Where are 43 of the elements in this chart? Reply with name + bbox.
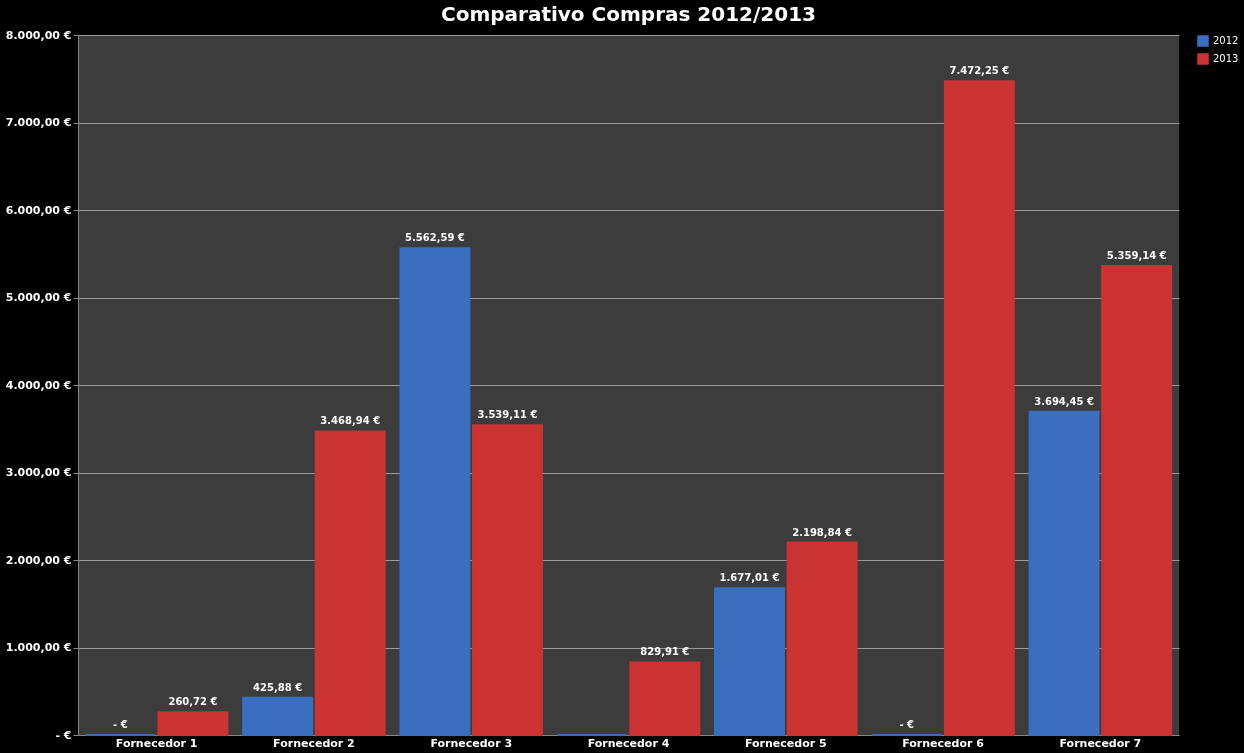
y-tick-label: 4.000,00 €	[5, 378, 72, 392]
data-label: 425,88 €	[253, 681, 303, 693]
y-tick-label: - €	[55, 728, 72, 742]
x-tick-label: Fornecedor 7	[1059, 736, 1142, 750]
bar	[157, 711, 229, 736]
bar	[1101, 265, 1173, 736]
y-tick-label: 1.000,00 €	[5, 641, 72, 654]
data-label: 3.468,94 €	[320, 415, 381, 427]
y-tick-label: 6.000,00 €	[5, 203, 72, 217]
y-tick-label: 7.000,00 €	[5, 116, 72, 129]
y-tick-label: 8.000,00 €	[5, 28, 72, 42]
x-tick-label: Fornecedor 5	[744, 736, 827, 750]
data-label: 260,72 €	[168, 696, 218, 708]
data-label: 5.359,14 €	[1106, 250, 1167, 262]
x-tick-label: Fornecedor 3	[430, 736, 513, 750]
y-tick-label: 3.000,00 €	[5, 466, 72, 479]
bar	[399, 247, 471, 736]
data-label: 829,91 €	[640, 646, 690, 658]
bar	[786, 541, 858, 736]
data-label: 3.539,11 €	[477, 409, 538, 421]
y-tick-label: 2.000,00 €	[5, 553, 72, 567]
bar	[943, 80, 1015, 736]
data-label: - €	[113, 719, 128, 730]
data-label: 3.694,45 €	[1034, 395, 1094, 407]
bar	[629, 661, 701, 736]
bar	[1028, 410, 1100, 736]
data-label: 7.472,25 €	[949, 65, 1010, 77]
data-label: 1.677,01 €	[719, 572, 780, 584]
y-tick-label: 5.000,00 €	[5, 291, 72, 304]
x-tick-label: Fornecedor 6	[902, 736, 985, 750]
bar	[314, 430, 386, 736]
bar	[714, 587, 785, 736]
x-tick-label: Fornecedor 4	[587, 736, 670, 750]
x-tick-label: Fornecedor 2	[273, 736, 355, 750]
legend-label: 2013	[1213, 53, 1239, 64]
bar	[472, 424, 543, 736]
data-label: 2.198,84 €	[792, 526, 853, 538]
legend-label: 2012	[1213, 35, 1239, 46]
bar	[242, 696, 314, 736]
data-label: - €	[899, 719, 915, 730]
data-label: 5.562,59 €	[405, 232, 465, 244]
x-tick-label: Fornecedor 1	[115, 736, 198, 750]
chart-title: Comparativo Compras 2012/2013	[440, 2, 817, 26]
